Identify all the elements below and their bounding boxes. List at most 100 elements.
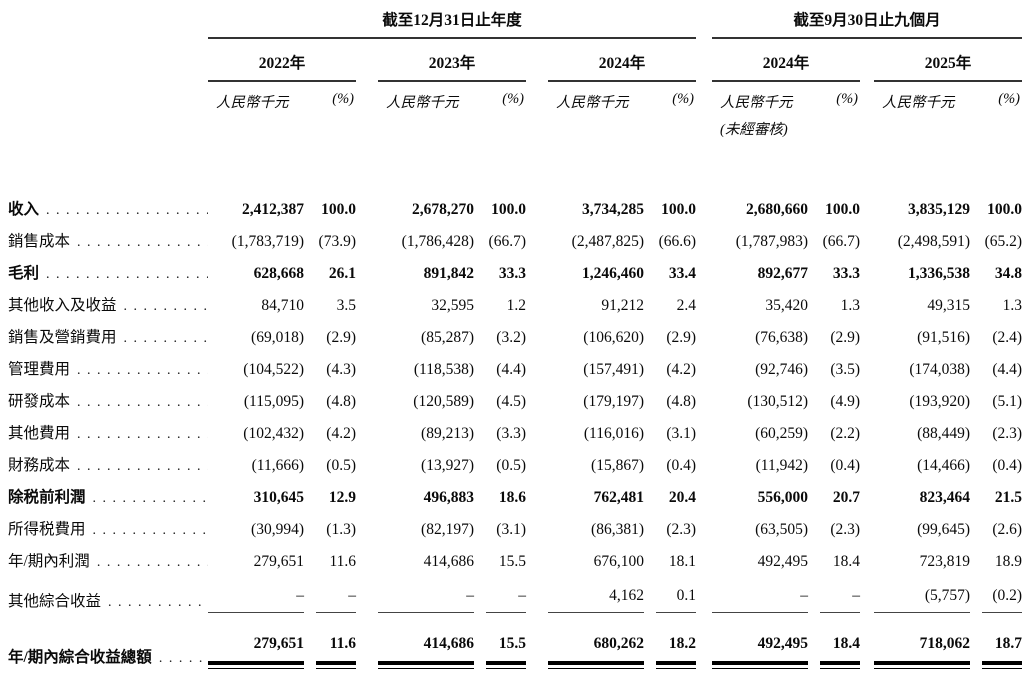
percent-cell: (4.2) xyxy=(304,413,356,445)
cell-text: (157,491) xyxy=(583,361,644,378)
cell-text: (2.3) xyxy=(830,521,861,538)
column-gap xyxy=(526,477,548,509)
value-cell: (14,466) xyxy=(874,445,970,477)
cell-text: 12.9 xyxy=(328,489,356,506)
cell-text: 279,651 xyxy=(253,553,304,570)
row-label: 年/期內利潤 . . . . . . . . . . . . . . . . . … xyxy=(8,541,208,573)
column-gap xyxy=(526,189,548,221)
percent-cell: (2.9) xyxy=(644,317,696,349)
table-row: 其他費用 . . . . . . . . . . . . . . . . . . … xyxy=(8,413,1022,445)
value-cell: 3,835,129 xyxy=(874,189,970,221)
percent-cell: (3.1) xyxy=(474,509,526,541)
value-cell: (2,487,825) xyxy=(548,221,644,253)
cell-text: (0.5) xyxy=(496,457,526,474)
single-rule xyxy=(316,612,356,613)
period-group-nine-month: 截至9月30日止九個月 xyxy=(712,8,1023,39)
cell-text: (1.3) xyxy=(326,521,356,538)
year-header-2022: 2022年 xyxy=(208,39,356,82)
period-group-nine-month-title: 截至9月30日止九個月 xyxy=(712,8,1023,39)
cell-text: (2,487,825) xyxy=(571,233,644,250)
column-gap xyxy=(526,39,548,82)
percent-cell: 26.1 xyxy=(304,253,356,285)
cell-text: 414,686 xyxy=(423,553,474,570)
column-gap xyxy=(526,221,548,253)
dot-leader: . . . . . . . . . . . . . . . . . . . . … xyxy=(92,523,208,538)
value-cell: (82,197) xyxy=(378,509,474,541)
row-label: 銷售及營銷費用 . . . . . . . . . . . . . . . . .… xyxy=(8,317,208,349)
value-cell: (76,638) xyxy=(712,317,808,349)
column-gap xyxy=(356,253,378,285)
dot-leader: . . . . . . . . . . . . . . . . . . . . … xyxy=(108,595,208,610)
column-gap xyxy=(356,317,378,349)
value-cell: 310,645 xyxy=(208,477,304,509)
percent-cell: 20.7 xyxy=(808,477,860,509)
percent-label: (%) xyxy=(502,91,524,107)
cell-text: 21.5 xyxy=(994,489,1023,506)
table-row: 收入 . . . . . . . . . . . . . . . . . . . … xyxy=(8,189,1022,221)
dot-leader: . . . . . . . . . . . . . . . . . . . . … xyxy=(77,427,208,442)
percent-cell: 18.4 xyxy=(808,541,860,573)
value-cell: 414,686 xyxy=(378,541,474,573)
group-gap xyxy=(696,381,712,413)
value-cell: 628,668 xyxy=(208,253,304,285)
cell-text: – xyxy=(466,587,474,604)
value-cell: (63,505) xyxy=(712,509,808,541)
cell-text: (99,645) xyxy=(917,521,971,538)
value-cell: (92,746) xyxy=(712,349,808,381)
percent-cell: (5.1) xyxy=(970,381,1022,413)
column-gap xyxy=(356,381,378,413)
row-label: 其他綜合收益 . . . . . . . . . . . . . . . . . … xyxy=(8,573,208,613)
percent-cell: 18.1 xyxy=(644,541,696,573)
row-label: 收入 . . . . . . . . . . . . . . . . . . . … xyxy=(8,189,208,221)
group-gap xyxy=(696,317,712,349)
percent-cell: (2.2) xyxy=(808,413,860,445)
value-cell: 891,842 xyxy=(378,253,474,285)
year-header-row: 2022年 2023年 2024年 2024年 2025年 xyxy=(8,39,1023,82)
cell-text: (2.3) xyxy=(992,425,1023,442)
percent-cell: (0.5) xyxy=(304,445,356,477)
table-row: 毛利 . . . . . . . . . . . . . . . . . . . … xyxy=(8,253,1022,285)
percent-cell: (0.2) xyxy=(970,573,1023,613)
value-cell: 680,262 xyxy=(548,613,644,669)
table-row: 財務成本 . . . . . . . . . . . . . . . . . . … xyxy=(8,445,1022,477)
cell-text: (104,522) xyxy=(243,361,304,378)
value-cell: (1,786,428) xyxy=(378,221,474,253)
percent-cell: (4.4) xyxy=(474,349,526,381)
dot-leader: . . . . . . . . . . . . . . . . . . . . … xyxy=(77,363,208,378)
column-gap xyxy=(860,349,874,381)
value-cell: (11,942) xyxy=(712,445,808,477)
table-row: 除税前利潤 . . . . . . . . . . . . . . . . . .… xyxy=(8,477,1022,509)
cell-text: (91,516) xyxy=(917,329,971,346)
cell-text: 34.8 xyxy=(994,265,1023,282)
value-cell: – xyxy=(378,573,474,613)
cell-text: (193,920) xyxy=(909,393,971,410)
cell-text: (5.1) xyxy=(992,393,1023,410)
percent-cell: 1.2 xyxy=(474,285,526,317)
cell-text: 18.6 xyxy=(498,489,526,506)
value-cell: 1,246,460 xyxy=(548,253,644,285)
cell-text: (60,259) xyxy=(755,425,809,442)
cell-text: (115,095) xyxy=(243,393,304,410)
cell-text: 11.6 xyxy=(329,553,356,570)
column-gap xyxy=(526,509,548,541)
cell-text: 33.3 xyxy=(498,265,526,282)
percent-cell: 12.9 xyxy=(304,477,356,509)
cell-text: 33.4 xyxy=(668,265,697,282)
value-cell: (174,038) xyxy=(874,349,970,381)
cell-text: (3.5) xyxy=(830,361,861,378)
cell-text: (0.5) xyxy=(326,457,356,474)
column-gap xyxy=(526,317,548,349)
row-label: 研發成本 . . . . . . . . . . . . . . . . . . … xyxy=(8,381,208,413)
cell-text: 26.1 xyxy=(328,265,356,282)
column-gap xyxy=(526,445,548,477)
cell-text: 2.4 xyxy=(676,297,697,314)
column-gap xyxy=(860,509,874,541)
cell-text: (4.5) xyxy=(496,393,526,410)
cell-text: (1,783,719) xyxy=(231,233,304,250)
value-cell: 2,412,387 xyxy=(208,189,304,221)
percent-cell: 100.0 xyxy=(304,189,356,221)
value-cell: (88,449) xyxy=(874,413,970,445)
cell-text: 414,686 xyxy=(423,635,474,652)
value-cell: 492,495 xyxy=(712,613,809,669)
